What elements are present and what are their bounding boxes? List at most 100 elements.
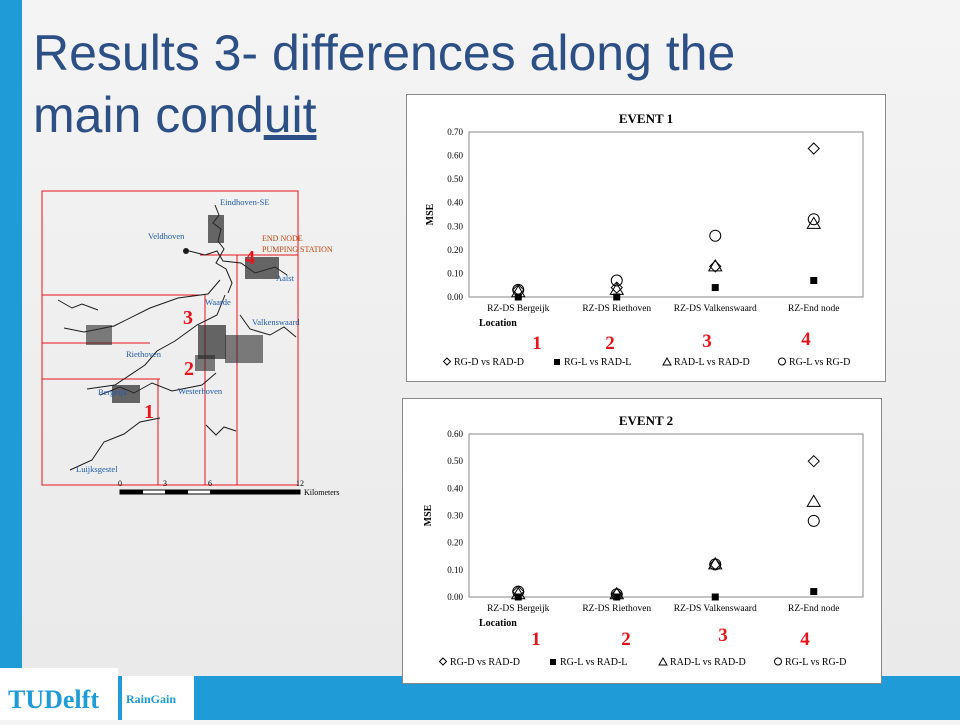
event-2-legend-item-3: RAD-L vs RAD-D bbox=[658, 656, 746, 668]
event-2-xtick-2: RZ-DS Valkenswaard bbox=[674, 604, 757, 614]
title-line-2: main conduit bbox=[33, 84, 913, 146]
scale-tick-0: 0 bbox=[118, 479, 122, 488]
event-2-point-circle-4 bbox=[807, 514, 820, 527]
label-end-node: END NODE bbox=[262, 234, 303, 243]
event-2-legend-marker-4 bbox=[774, 657, 782, 666]
event-2-chart-panel: EVENT 2 0.00 0.10 0.20 0.30 0.40 0.50 0.60 MSE RZ… bbox=[402, 398, 882, 684]
event-1-xtick-0: RZ-DS Bergeijk bbox=[487, 304, 550, 314]
event-1-point-square-3 bbox=[711, 284, 719, 292]
event-2-ytick-4: 0.40 bbox=[447, 483, 463, 493]
event-1-legend-item-3: RAD-L vs RAD-D bbox=[662, 356, 750, 368]
map-number-3: 3 bbox=[183, 307, 193, 329]
event-2-legend-marker-3 bbox=[658, 656, 668, 666]
event-2-point-diamond-4 bbox=[807, 454, 820, 468]
event-1-xtick-1: RZ-DS Riethoven bbox=[582, 304, 651, 314]
label-riethoven: Riethoven bbox=[126, 349, 162, 359]
event-1-xtick-3: RZ-End node bbox=[788, 304, 839, 314]
scale-tick-3: 3 bbox=[163, 479, 167, 488]
event-1-legend-marker-1 bbox=[442, 357, 452, 366]
label-eindhoven: Eindhoven-SE bbox=[220, 197, 270, 207]
event-2-location-number-1: 1 bbox=[531, 629, 541, 650]
left-accent-bar bbox=[0, 0, 22, 720]
event-1-point-diamond-2 bbox=[610, 281, 623, 294]
label-pumping-station: PUMPING STATION bbox=[262, 245, 333, 254]
map-number-2: 2 bbox=[184, 358, 194, 380]
event-2-point-triangle-1 bbox=[510, 586, 526, 600]
event-2-legend-label-2: RG-L vs RAD-L bbox=[560, 657, 627, 668]
event-2-chart-title: EVENT 2 bbox=[619, 413, 673, 428]
event-2-legend-marker-1 bbox=[438, 657, 448, 666]
event-2-legend-item-4: RG-L vs RG-D bbox=[774, 657, 846, 668]
event-1-point-square-4 bbox=[810, 277, 818, 284]
event-2-point-triangle-2 bbox=[609, 586, 625, 600]
label-veldhoven: Veldhoven bbox=[148, 231, 185, 241]
event-1-point-circle-4 bbox=[807, 213, 820, 226]
event-1-ylabel: MSE bbox=[425, 203, 436, 225]
label-bergeijk: Bergeijk bbox=[98, 387, 128, 397]
event-1-ytick-2: 0.20 bbox=[447, 245, 463, 255]
event-2-point-circle-1 bbox=[512, 585, 525, 598]
slide-title: Results 3- differences along the main co… bbox=[33, 22, 913, 146]
event-1-location-number-1: 1 bbox=[532, 333, 542, 354]
event-1-ytick-4: 0.40 bbox=[447, 198, 463, 208]
raingain-logo-mark: RainGain bbox=[126, 692, 176, 706]
event-2-point-square-3 bbox=[711, 593, 719, 601]
event-1-chart-title: EVENT 1 bbox=[619, 111, 673, 126]
title-line-2-text: main cond bbox=[33, 87, 264, 143]
label-aalst: Aalst bbox=[276, 273, 295, 283]
event-2-legend-item-1: RG-D vs RAD-D bbox=[438, 657, 520, 668]
event-1-legend-marker-3 bbox=[662, 356, 672, 366]
event-1-legend-marker-4 bbox=[778, 357, 786, 366]
event-2-location-number-3: 3 bbox=[718, 625, 728, 646]
event-2-ytick-6: 0.60 bbox=[447, 429, 463, 439]
event-1-legend-marker-2 bbox=[554, 359, 560, 365]
raingain-logo: RainGain bbox=[122, 676, 194, 720]
label-valkenswaard: Valkenswaard bbox=[252, 317, 300, 327]
event-1-location-number-3: 3 bbox=[702, 331, 712, 352]
event-1-location-number-4: 4 bbox=[801, 329, 811, 350]
map-location-numbers: 1 2 3 4 bbox=[144, 247, 255, 423]
event-1-legend-label-1: RG-D vs RAD-D bbox=[454, 357, 524, 368]
event-1-ytick-3: 0.30 bbox=[447, 221, 463, 231]
event-2-point-triangle-3 bbox=[707, 556, 723, 570]
map-number-1: 1 bbox=[144, 401, 154, 423]
map-town-labels: Eindhoven-SE Veldhoven Aalst Waarde Valk… bbox=[76, 197, 300, 474]
event-2-legend-label-1: RG-D vs RAD-D bbox=[450, 657, 520, 668]
event-2-legend-item-2: RG-L vs RAD-L bbox=[550, 657, 627, 668]
map-urban-areas bbox=[86, 215, 279, 403]
raingain-logo-text: RainGain bbox=[126, 692, 176, 706]
event-2-legend-label-4: RG-L vs RG-D bbox=[785, 657, 846, 668]
event-1-point-circle-1 bbox=[512, 283, 525, 296]
event-2-ytick-2: 0.20 bbox=[447, 538, 463, 548]
label-waarde: Waarde bbox=[205, 297, 231, 307]
label-luijksgestel: Luijksgestel bbox=[76, 464, 118, 474]
event-1-legend-label-4: RG-L vs RG-D bbox=[789, 357, 850, 368]
event-1-ytick-0: 0.00 bbox=[447, 292, 463, 302]
event-2-xtick-3: RZ-End node bbox=[788, 604, 839, 614]
tudelft-logo-text: TUDelft bbox=[8, 685, 99, 714]
event-2-ytick-0: 0.00 bbox=[447, 592, 463, 602]
event-1-legend-item-4: RG-L vs RG-D bbox=[778, 357, 850, 368]
event-2-point-circle-3 bbox=[709, 558, 722, 571]
event-1-point-diamond-3 bbox=[709, 260, 722, 273]
event-2-xtick-1: RZ-DS Riethoven bbox=[582, 604, 651, 614]
event-1-point-triangle-4 bbox=[806, 216, 822, 229]
event-1-ytick-6: 0.60 bbox=[447, 151, 463, 161]
event-1-point-circle-3 bbox=[709, 229, 722, 242]
catchment-map: Eindhoven-SE Veldhoven Aalst Waarde Valk… bbox=[41, 190, 340, 497]
map-number-4: 4 bbox=[245, 247, 255, 269]
event-2-legend-label-3: RAD-L vs RAD-D bbox=[670, 657, 746, 668]
tudelft-logo: TUDelft bbox=[0, 668, 118, 720]
event-2-point-triangle-4 bbox=[806, 494, 822, 507]
map-sewer-network bbox=[57, 204, 297, 471]
event-1-ytick-7: 0.70 bbox=[447, 127, 463, 137]
event-1-ytick-1: 0.10 bbox=[447, 268, 463, 278]
event-1-legend-item-2: RG-L vs RAD-L bbox=[554, 357, 631, 368]
tudelft-logo-mark: TUDelft bbox=[8, 685, 99, 714]
event-1-xlabel: Location bbox=[479, 318, 517, 329]
event-2-point-square-2 bbox=[613, 593, 621, 601]
event-1-legend-label-3: RAD-L vs RAD-D bbox=[674, 357, 750, 368]
map-scale-bar: 0 3 6 12 Kilometers bbox=[118, 479, 340, 497]
event-1-point-circle-2 bbox=[610, 274, 623, 287]
event-2-xtick-0: RZ-DS Bergeijk bbox=[487, 604, 550, 614]
